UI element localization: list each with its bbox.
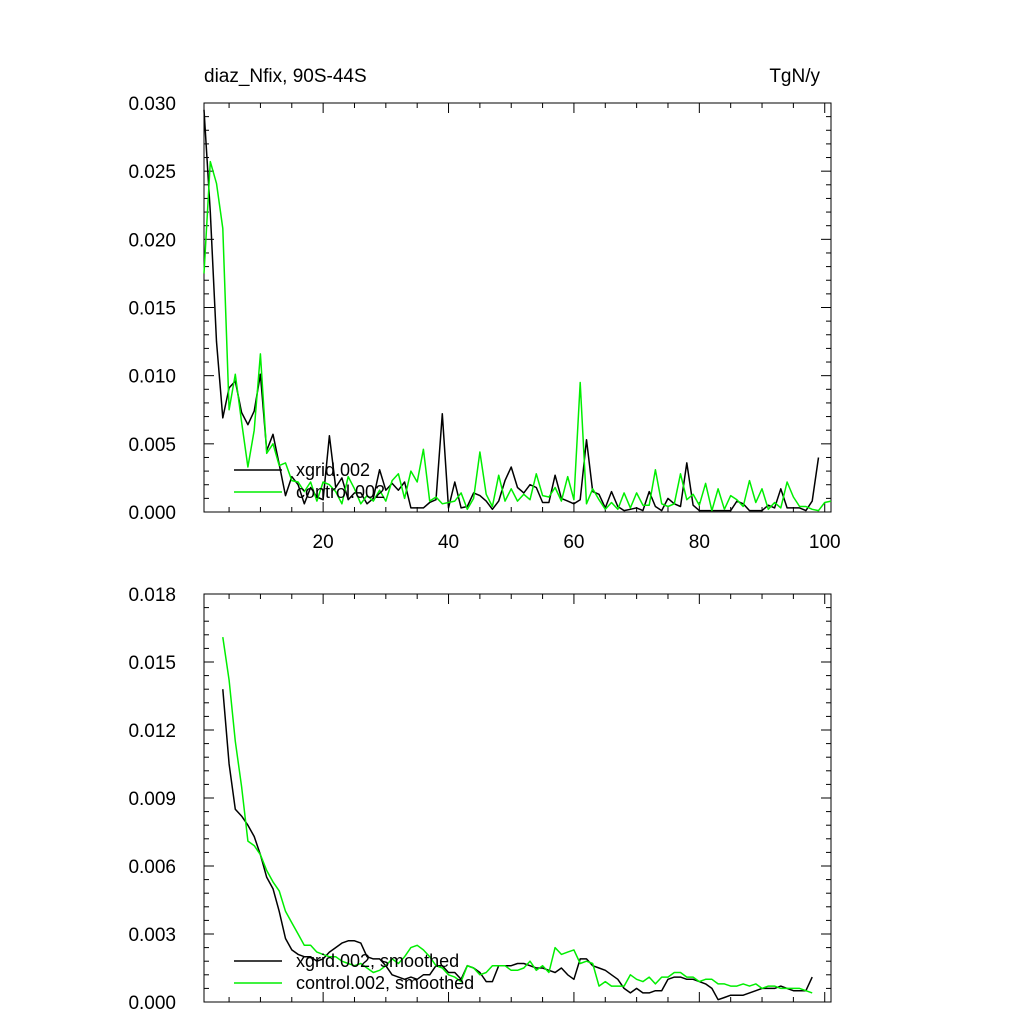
- y-tick-label: 0.018: [128, 585, 176, 606]
- x-tick-label: 60: [563, 532, 584, 553]
- y-tick-label: 0.010: [128, 367, 176, 388]
- bottom-panel: 0.000 0.003 0.006 0.009 0.012 0.015 0.018 xgri…: [128, 585, 832, 1014]
- chart-title: diaz_Nfix, 90S-44S: [204, 66, 367, 87]
- y-tick-label: 0.025: [128, 162, 176, 183]
- series-line-xgrid: [203, 109, 820, 512]
- y-tick-label: 0.006: [128, 857, 176, 878]
- legend-label-control-smoothed: control.002, smoothed: [296, 973, 474, 993]
- y-tick-label: 0.005: [128, 435, 176, 456]
- top-legend: xgrid.002 control.002: [234, 460, 385, 502]
- legend-label-xgrid: xgrid.002: [296, 460, 370, 480]
- y-tick-label: 0.020: [128, 230, 176, 251]
- x-tick-label: 80: [689, 532, 710, 553]
- series-line-xgrid: [222, 689, 813, 1001]
- y-tick-label: 0.015: [128, 299, 176, 320]
- chart-units: TgN/y: [769, 66, 820, 87]
- bottom-series: [222, 636, 813, 1001]
- x-tick-label: 100: [809, 532, 841, 553]
- y-tick-label: 0.015: [128, 653, 176, 674]
- top-panel: diaz_Nfix, 90S-44S TgN/y 0.000 0.005 0.010…: [128, 66, 840, 553]
- y-tick-label: 0.000: [128, 503, 176, 524]
- top-axis-ticks: 0.000 0.005 0.010 0.015 0.020 0.025 0.030 20 40 6…: [128, 94, 840, 553]
- x-tick-label: 20: [313, 532, 334, 553]
- bottom-legend: xgrid.002, smoothed control.002, smoothe…: [234, 951, 474, 993]
- y-tick-label: 0.000: [128, 993, 176, 1014]
- series-line-control: [222, 636, 813, 994]
- series-line-control: [203, 160, 832, 512]
- legend-label-xgrid-smoothed: xgrid.002, smoothed: [296, 951, 459, 971]
- y-tick-label: 0.009: [128, 789, 176, 810]
- y-tick-label: 0.003: [128, 925, 176, 946]
- legend-label-control: control.002: [296, 482, 385, 502]
- x-tick-label: 40: [438, 532, 459, 553]
- bottom-axis-ticks: 0.000 0.003 0.006 0.009 0.012 0.015 0.018: [128, 585, 831, 1014]
- y-tick-label: 0.012: [128, 721, 176, 742]
- y-tick-label: 0.030: [128, 94, 176, 115]
- top-series: [203, 109, 832, 512]
